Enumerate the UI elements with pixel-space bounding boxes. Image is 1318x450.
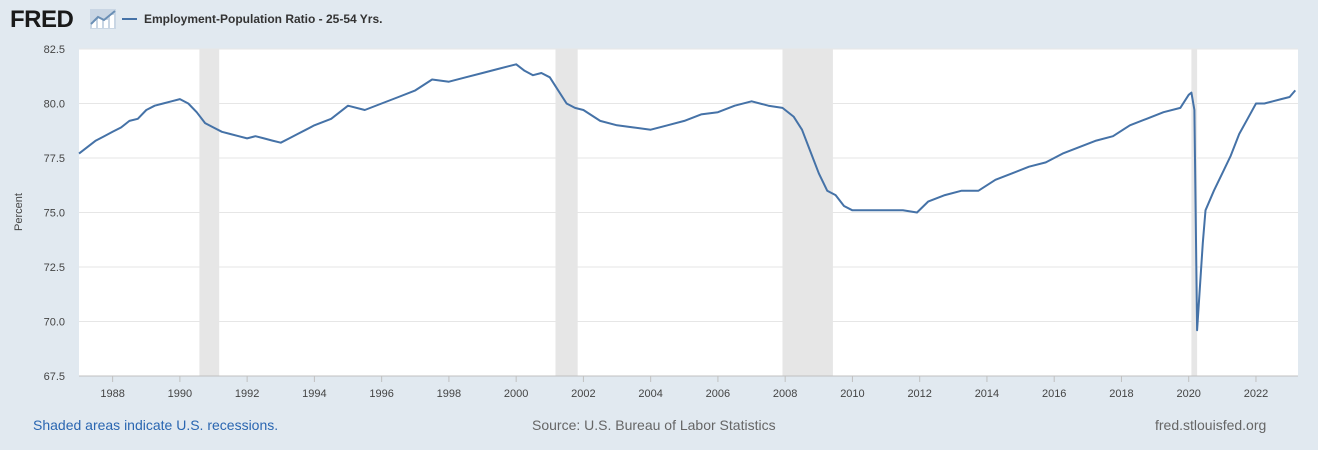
x-tick-label: 2012 (907, 388, 931, 400)
x-tick-label: 1994 (302, 388, 326, 400)
x-tick-label: 1990 (168, 388, 192, 400)
source-note: Source: U.S. Bureau of Labor Statistics (532, 417, 776, 433)
x-tick-label: 2022 (1244, 388, 1268, 400)
x-tick-label: 2008 (773, 388, 797, 400)
x-tick-label: 2020 (1176, 388, 1200, 400)
site-url[interactable]: fred.stlouisfed.org (1155, 417, 1267, 433)
chart-header: FRED Employment-Population Ratio - 25-54… (0, 0, 1318, 40)
x-tick-label: 2006 (706, 388, 730, 400)
legend-series-line (122, 18, 137, 20)
x-tick-label: 2016 (1042, 388, 1066, 400)
y-axis-ticks: 67.5 70.0 72.5 75.0 77.5 80.0 82.5 (44, 44, 65, 383)
y-tick-label: 70.0 (44, 317, 65, 329)
x-tick-label: 2014 (975, 388, 999, 400)
y-tick-label: 72.5 (44, 262, 65, 274)
y-tick-label: 77.5 (44, 153, 65, 165)
x-tick-label: 2002 (571, 388, 595, 400)
x-tick-label: 1988 (100, 388, 124, 400)
recessions-note-link[interactable]: Shaded areas indicate U.S. recessions. (33, 417, 279, 433)
x-tick-label: 1996 (369, 388, 393, 400)
y-tick-label: 75.0 (44, 208, 65, 220)
trend-line-icon (90, 9, 116, 29)
grid-lines (79, 48, 1298, 322)
y-tick-label: 67.5 (44, 371, 65, 383)
y-tick-label: 80.0 (44, 99, 65, 111)
y-axis-title: Percent (13, 193, 25, 231)
x-tick-label: 2018 (1109, 388, 1133, 400)
fred-logo[interactable]: FRED (10, 6, 74, 33)
x-axis-ticks: 1988 1990 1992 1994 1996 1998 2000 2002 2004 2006… (100, 376, 1268, 400)
x-tick-label: 2000 (504, 388, 528, 400)
x-tick-label: 1998 (437, 388, 461, 400)
x-tick-label: 1992 (235, 388, 259, 400)
y-tick-label: 82.5 (44, 44, 65, 56)
x-tick-label: 2010 (840, 388, 864, 400)
series-layer (78, 63, 1297, 332)
legend-series-label[interactable]: Employment-Population Ratio - 25-54 Yrs. (144, 12, 383, 26)
series-line (78, 63, 1297, 332)
line-chart: 67.5 70.0 72.5 75.0 77.5 80.0 82.5 1988 1990 199… (13, 44, 1298, 400)
x-tick-label: 2004 (638, 388, 662, 400)
